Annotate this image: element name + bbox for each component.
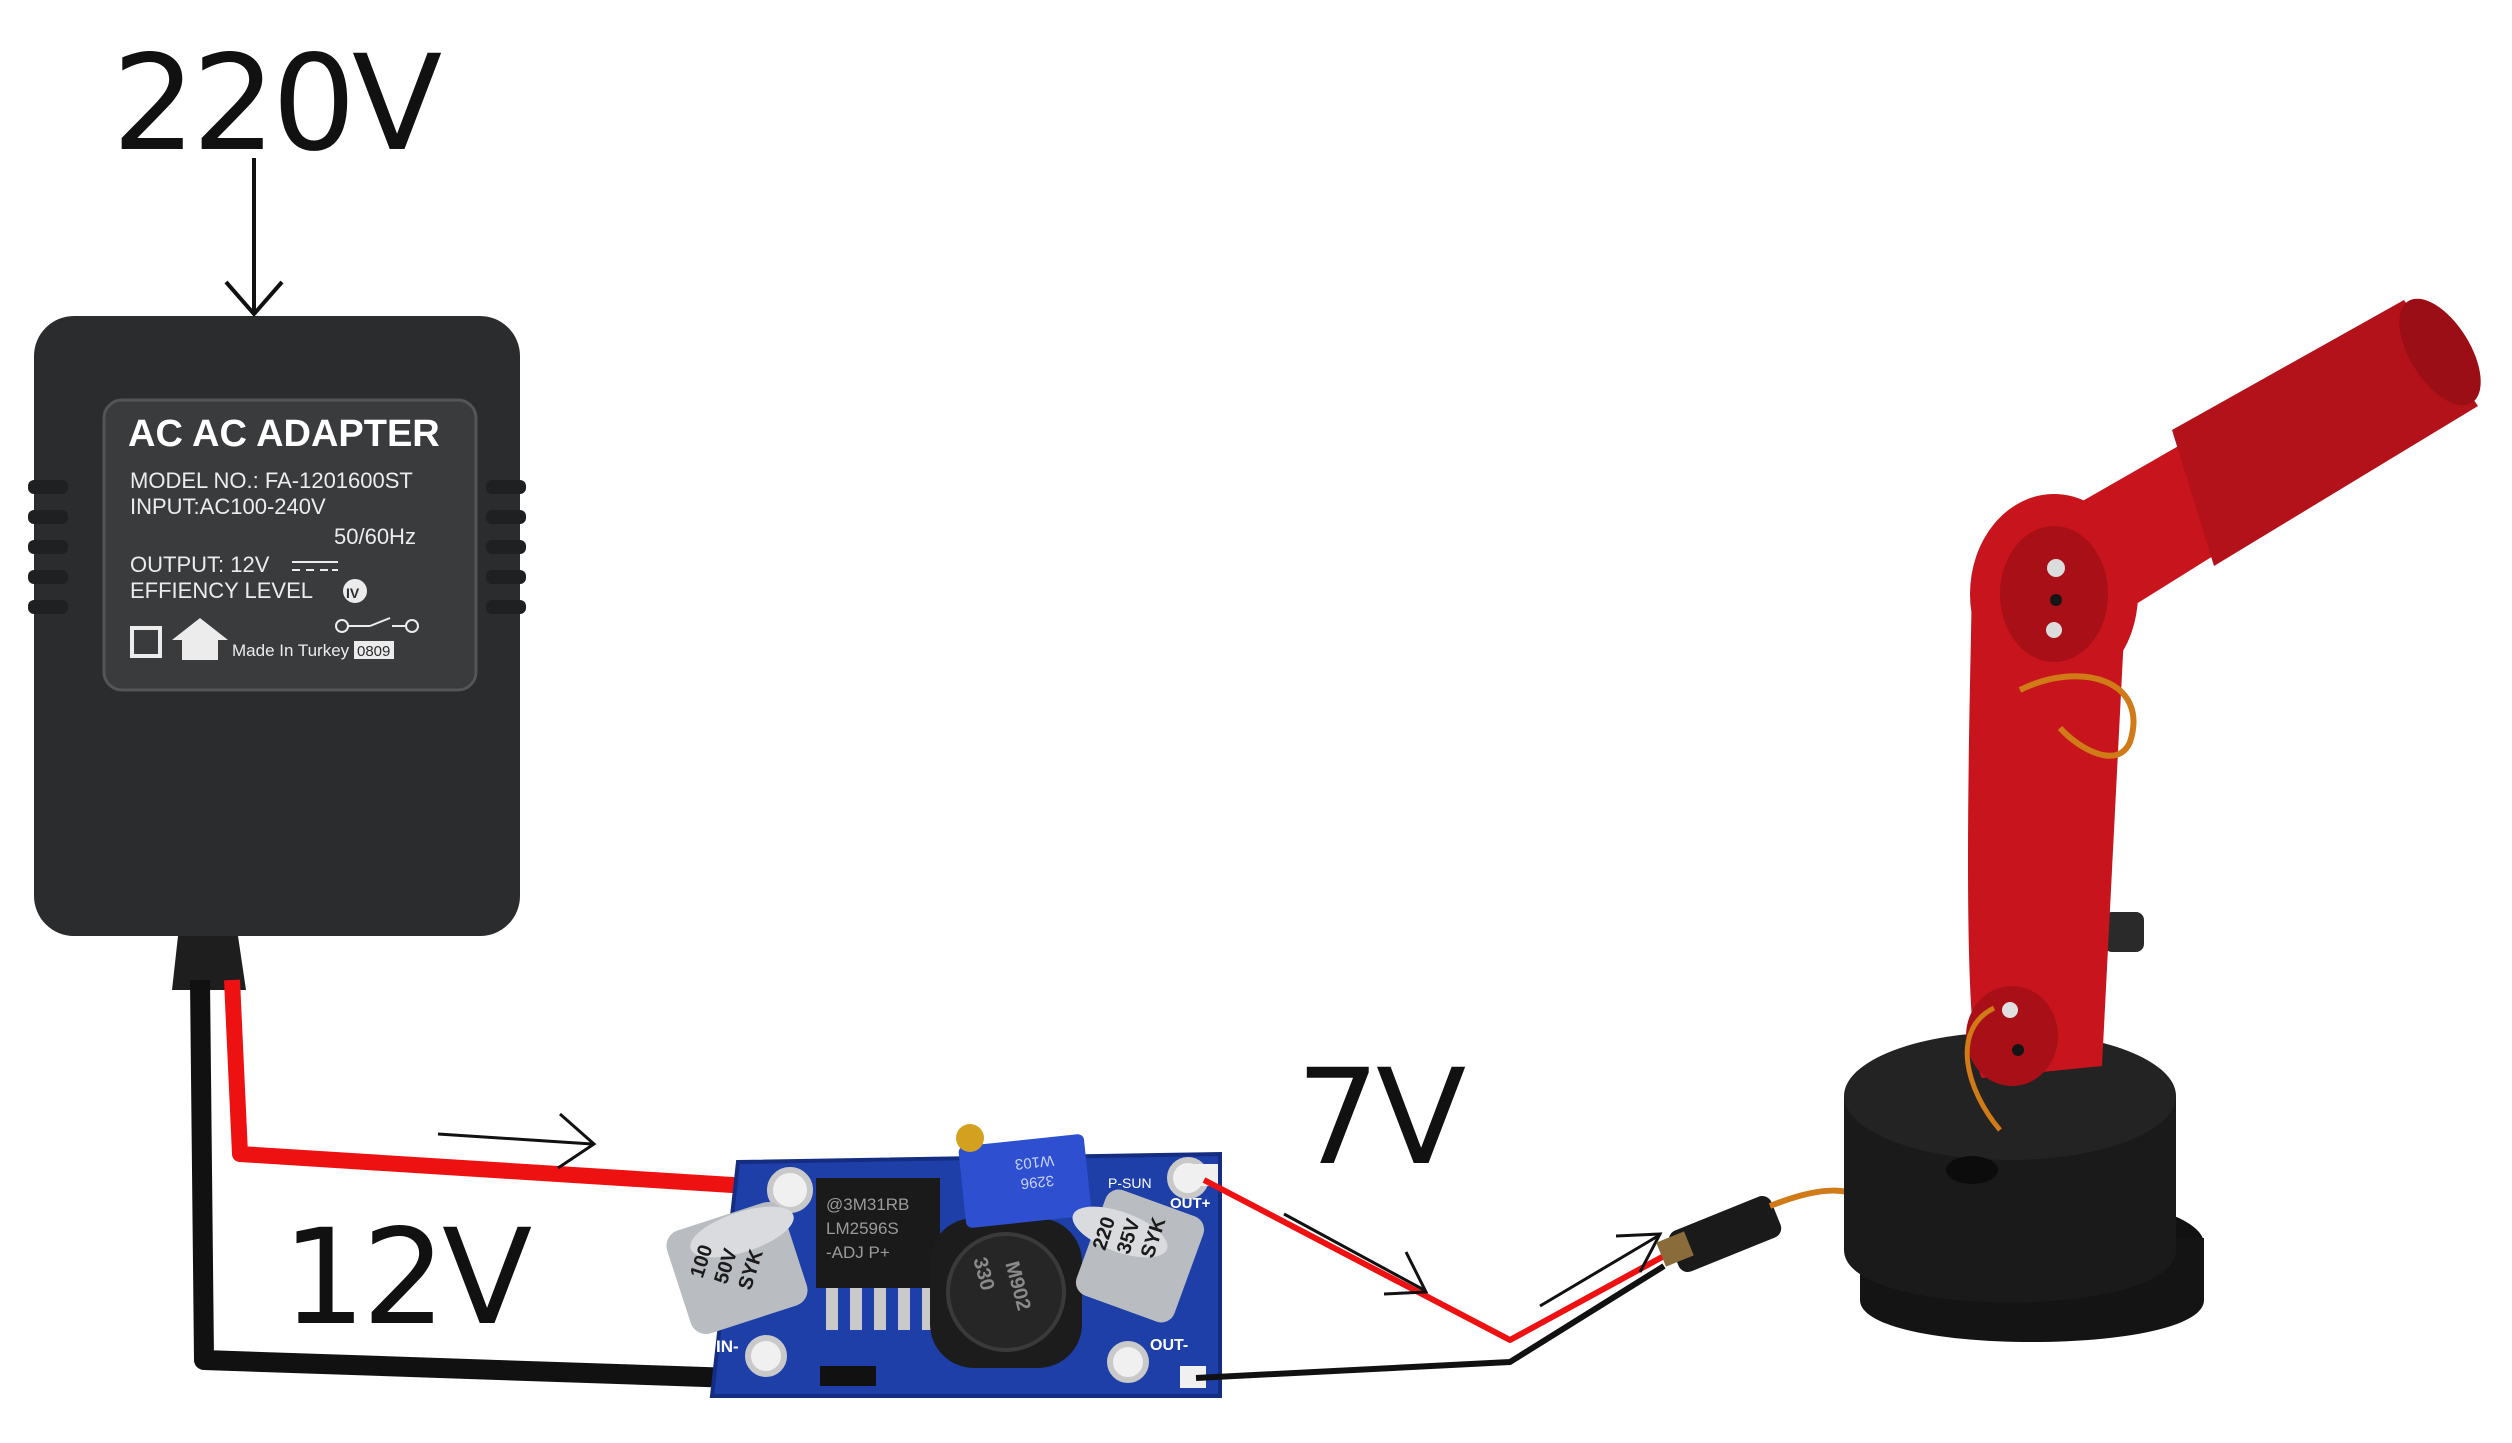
robot-base-hole — [1946, 1156, 1998, 1184]
servo-wire-upper — [2018, 673, 2137, 759]
pot-adjust-screw-icon[interactable] — [956, 1124, 984, 1152]
label-out-plus: OUT+ — [1170, 1195, 1211, 1212]
elbow-screw-2-icon — [2046, 622, 2062, 638]
lower-joint-screw-icon — [2002, 1002, 2018, 1018]
trim-potentiometer: W103 3296 — [956, 1124, 1092, 1228]
lower-joint-hole — [2012, 1044, 2024, 1056]
label-in-minus: IN- — [716, 1337, 739, 1356]
adapter-origin: Made In Turkey — [232, 641, 350, 660]
wire-positive-out — [1202, 1177, 1666, 1343]
pad-out-minus — [1180, 1366, 1206, 1388]
chip-text-2: LM2596S — [826, 1219, 899, 1238]
converter-to-robot-wires — [1195, 1177, 1666, 1381]
adapter-date-code: 0809 — [357, 643, 390, 660]
buck-converter: IN- OUT+ OUT- P-SUN @3M31RB LM2596S -ADJ… — [666, 1124, 1222, 1398]
upper-arm-end — [2172, 300, 2478, 566]
adapter-title: AC AC ADAPTER — [128, 413, 440, 455]
current-arrow-out-2 — [1539, 1232, 1663, 1308]
ac-adapter: AC AC ADAPTER MODEL NO.: FA-1201600ST IN… — [28, 316, 526, 990]
label-brand: P-SUN — [1108, 1175, 1152, 1191]
adapter-output: OUTPUT: 12V — [130, 552, 270, 577]
chip-text-1: @3M31RB — [826, 1195, 909, 1214]
lower-joint — [1966, 986, 2058, 1086]
adapter-ribs-right — [486, 480, 526, 614]
robot-arm — [1844, 298, 2481, 1342]
indoor-use-icon — [172, 618, 228, 660]
schottky-diode — [820, 1366, 876, 1386]
lower-arm — [1968, 556, 2128, 1078]
servo-knob — [2104, 912, 2144, 952]
double-insulation-icon — [130, 626, 162, 658]
pad-in-plus — [767, 1167, 813, 1213]
switch-symbol-icon — [335, 617, 419, 633]
wire-positive-in — [224, 979, 749, 1194]
efficiency-badge-icon — [343, 579, 367, 603]
mains-arrow — [224, 158, 284, 318]
wire-negative-out — [1195, 1263, 1666, 1381]
elbow-hole — [2050, 594, 2062, 606]
elbow-screw-icon — [2047, 559, 2065, 577]
adapter-ribs-left — [28, 480, 68, 614]
chip-text-3: -ADJ P+ — [826, 1243, 890, 1262]
servo-wire-lower — [1964, 1005, 2002, 1132]
adapter-efficiency: EFFIENCY LEVEL — [130, 578, 313, 603]
adapter-cable-boot — [172, 936, 246, 990]
elbow-joint-inner — [2000, 526, 2108, 662]
label-7v: 7V — [1296, 1041, 1466, 1195]
dc-symbol-icon — [292, 561, 338, 571]
pot-text-2: 3296 — [1020, 1172, 1055, 1192]
adapter-input: INPUT:AC100-240V — [130, 494, 326, 519]
label-out-minus: OUT- — [1150, 1337, 1188, 1354]
pad-out-plus — [1192, 1164, 1218, 1186]
label-12v: 12V — [282, 1201, 532, 1355]
adapter-label-plate — [102, 398, 478, 692]
adapter-frequency: 50/60Hz — [334, 524, 416, 549]
adapter-model: MODEL NO.: FA-1201600ST — [130, 468, 413, 493]
inductor: 330 M902 — [930, 1218, 1082, 1368]
label-220v: 220V — [112, 27, 442, 181]
input-capacitor: 100 50V SYK — [666, 1201, 808, 1335]
upper-arm-end-face — [2399, 298, 2481, 406]
wire-negative-in — [190, 979, 735, 1388]
pad-out-minus-hole — [1107, 1341, 1149, 1383]
robot-connector — [1656, 1187, 1860, 1272]
date-code-box — [354, 641, 394, 659]
adapter-to-converter-wires — [190, 979, 749, 1388]
pad-in-minus-hole — [745, 1335, 787, 1377]
efficiency-mark: IV — [346, 585, 360, 601]
output-capacitor: 220 35V SYK — [1072, 1189, 1205, 1323]
lm2596-chip — [816, 1178, 940, 1288]
current-arrow-out-1 — [1283, 1212, 1429, 1296]
pot-text-1: W103 — [1014, 1152, 1055, 1173]
current-arrow-in — [437, 1112, 597, 1170]
